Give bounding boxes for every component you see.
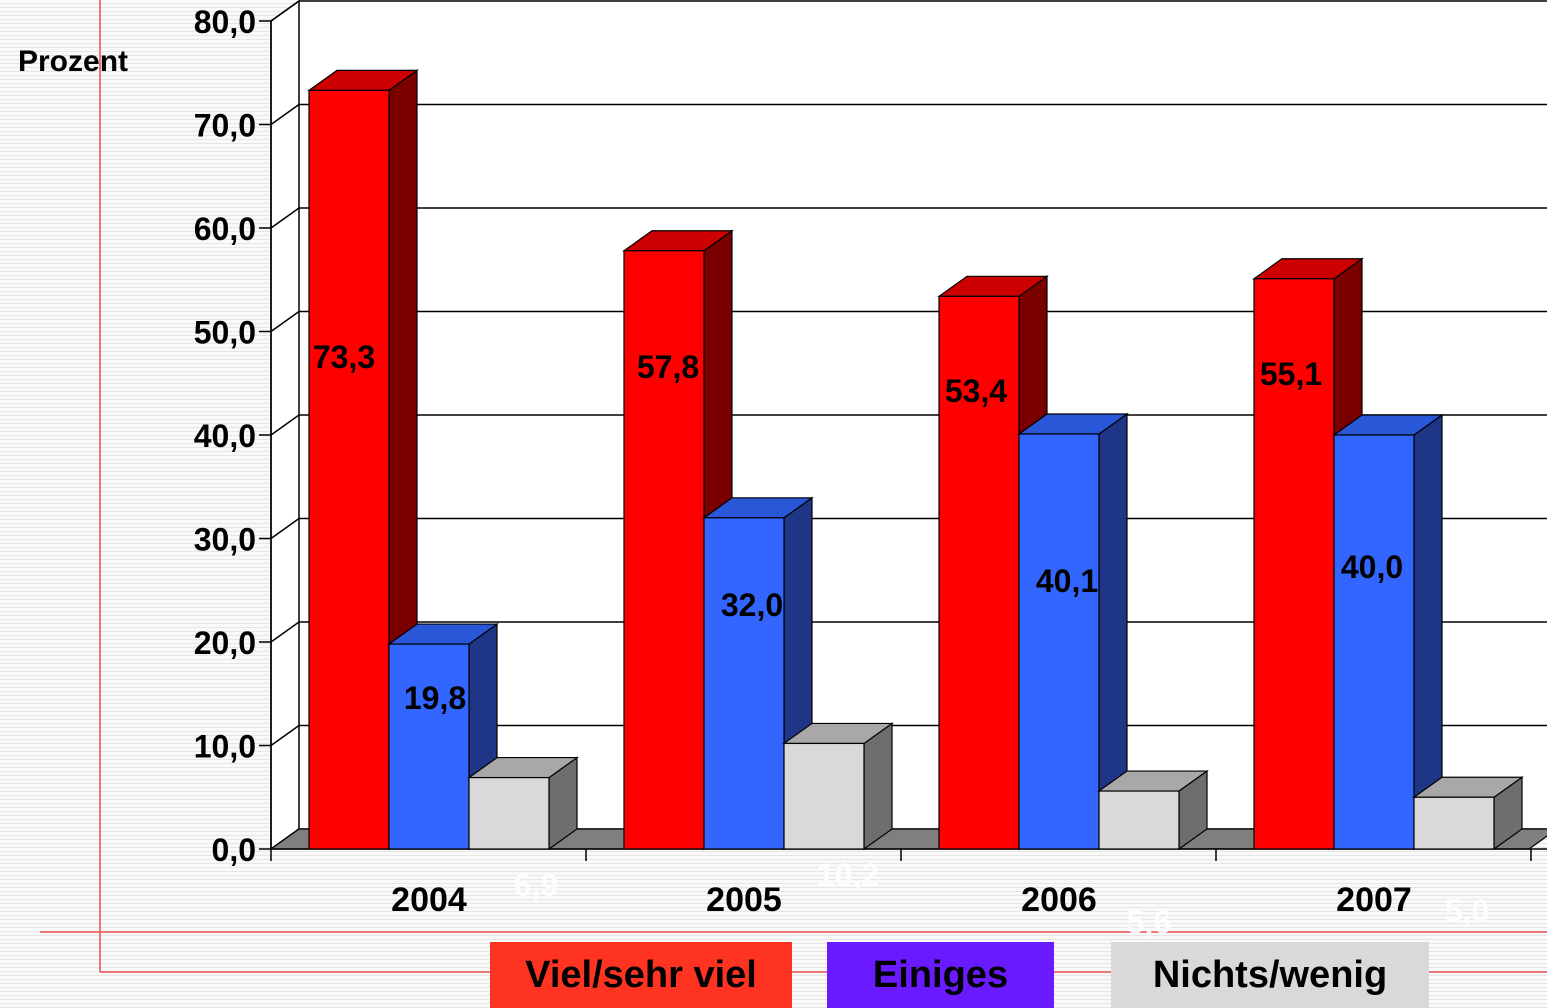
- gridline: [270, 103, 1547, 126]
- data-label: 6,9: [514, 867, 558, 903]
- bar-front: [1333, 434, 1415, 850]
- gridline: [270, 0, 1547, 22]
- bar-front: [1413, 796, 1495, 850]
- bar-front: [388, 643, 470, 850]
- gridline: [270, 724, 1547, 747]
- bar: [782, 722, 894, 851]
- data-label: 53,4: [945, 373, 1007, 409]
- bar-front: [1098, 790, 1180, 850]
- x-axis: 2004 2005 2006 2007: [270, 848, 1547, 919]
- bar-front: [468, 776, 550, 850]
- bar: [1017, 412, 1129, 851]
- bar-front: [308, 89, 390, 850]
- y-tick-label: 20,0: [194, 625, 256, 661]
- data-label: 5,6: [1127, 904, 1171, 940]
- y-tick-label: 60,0: [194, 211, 256, 247]
- gridline: [270, 621, 1547, 643]
- x-tick-label: 2004: [391, 881, 467, 919]
- data-label: 5,0: [1445, 893, 1489, 929]
- y-tick-label: 30,0: [194, 522, 256, 558]
- data-label: 40,1: [1036, 563, 1098, 599]
- y-tick-label: 0,0: [212, 832, 256, 868]
- data-label: 40,0: [1341, 549, 1403, 585]
- gridlines: [270, 0, 1547, 850]
- legend-item-viel: Viel/sehr viel: [490, 942, 792, 1008]
- legend-label-einiges: Einiges: [872, 953, 1009, 996]
- y-tick-label: 70,0: [194, 108, 256, 144]
- legend-item-einiges: Einiges: [827, 942, 1054, 1008]
- gridline: [270, 414, 1547, 436]
- legend-label-viel: Viel/sehr viel: [525, 953, 757, 996]
- x-tick-label: 2005: [706, 881, 782, 919]
- y-tick-label: 80,0: [194, 4, 256, 40]
- legend-label-nichts: Nichts/wenig: [1152, 953, 1388, 996]
- x-tick-label: 2007: [1336, 881, 1412, 919]
- bar-front: [938, 295, 1020, 850]
- data-label: 73,3: [313, 339, 375, 375]
- data-label: 10,2: [817, 857, 879, 893]
- y-tick-label: 40,0: [194, 418, 256, 454]
- y-tick-label: 50,0: [194, 315, 256, 351]
- y-axis: 0,0 10,0 20,0 30,0 40,0 50,0 60,0 70,0 80,0: [194, 4, 272, 868]
- bar-side: [863, 722, 893, 851]
- data-label: 19,8: [404, 680, 466, 716]
- bar: [1332, 413, 1444, 851]
- bar-front: [1253, 278, 1335, 850]
- y-tick-label: 10,0: [194, 729, 256, 765]
- x-tick-label: 2006: [1021, 881, 1097, 919]
- data-label: 55,1: [1260, 356, 1322, 392]
- gridline: [270, 310, 1547, 333]
- bar-front: [783, 742, 865, 850]
- data-label: 57,8: [637, 349, 699, 385]
- bar: [467, 756, 579, 851]
- bar-front: [1018, 433, 1100, 850]
- bar: [702, 496, 814, 851]
- bar: [1097, 769, 1209, 851]
- legend-item-nichts: Nichts/wenig: [1111, 942, 1429, 1008]
- y-axis-title: Prozent: [18, 45, 128, 78]
- bar-front: [623, 250, 705, 850]
- bars: [307, 69, 1524, 851]
- gridline: [270, 517, 1547, 540]
- bar-front: [703, 517, 785, 850]
- data-label: 32,0: [721, 587, 783, 623]
- gridline: [270, 207, 1547, 229]
- bar: [1412, 776, 1524, 851]
- value-labels: 73,3 19,8 6,9 57,8 32,0 10,2 53,4 40,1 5,6 55,1 40…: [313, 339, 1489, 940]
